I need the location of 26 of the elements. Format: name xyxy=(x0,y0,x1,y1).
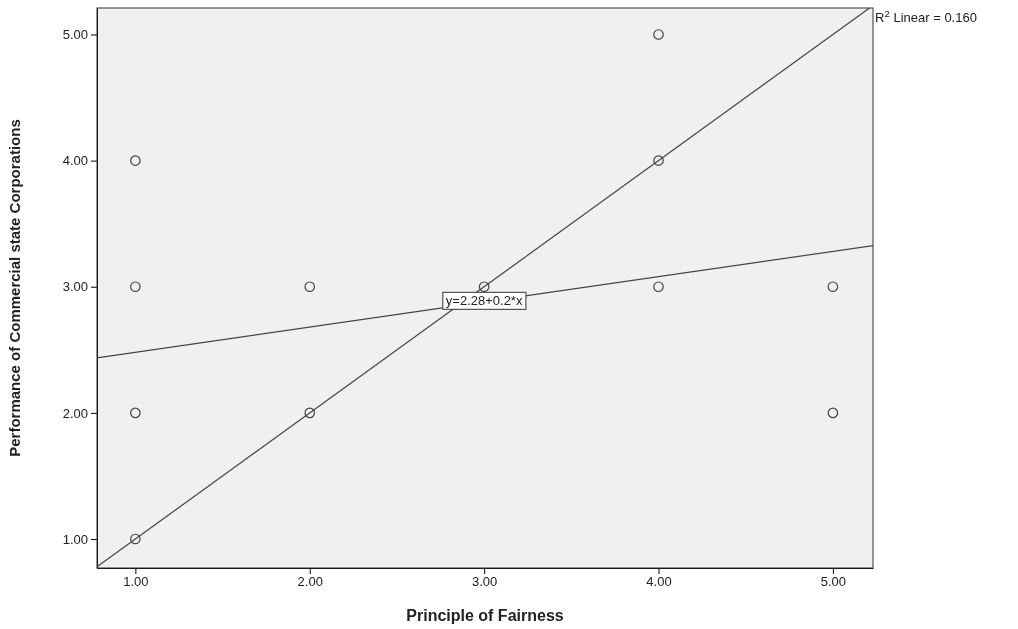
point xyxy=(304,281,316,293)
y-tick-label: 4.00 xyxy=(62,153,88,169)
point xyxy=(130,533,141,545)
point xyxy=(130,407,141,419)
x-axis-title: Principle of Fairness xyxy=(406,607,564,624)
x-tick-label: 2.00 xyxy=(297,574,323,590)
point xyxy=(130,281,141,293)
point xyxy=(653,281,664,293)
point xyxy=(478,281,490,293)
x-tick-label: 4.00 xyxy=(646,574,672,590)
x-tick-label: 5.00 xyxy=(820,574,847,590)
point xyxy=(304,407,316,419)
point xyxy=(827,407,839,419)
y-tick-label: 5.00 xyxy=(62,27,88,43)
y-tick-label: 3.00 xyxy=(62,279,88,295)
point xyxy=(653,29,664,40)
y-tick-label: 1.00 xyxy=(62,531,88,547)
point xyxy=(653,155,664,166)
text: R$^{2}$ Linear = 0.160 xyxy=(875,7,977,25)
y-tick-label: 2.00 xyxy=(62,405,88,421)
x-tick-label: 3.00 xyxy=(471,574,498,590)
x-tick-label: 1.00 xyxy=(123,574,149,590)
y-axis-title: Performance of Commercial state Corporations xyxy=(6,119,23,457)
point xyxy=(827,281,839,293)
point xyxy=(130,155,141,166)
annotation: y=2.28+0.2*x xyxy=(445,293,523,309)
